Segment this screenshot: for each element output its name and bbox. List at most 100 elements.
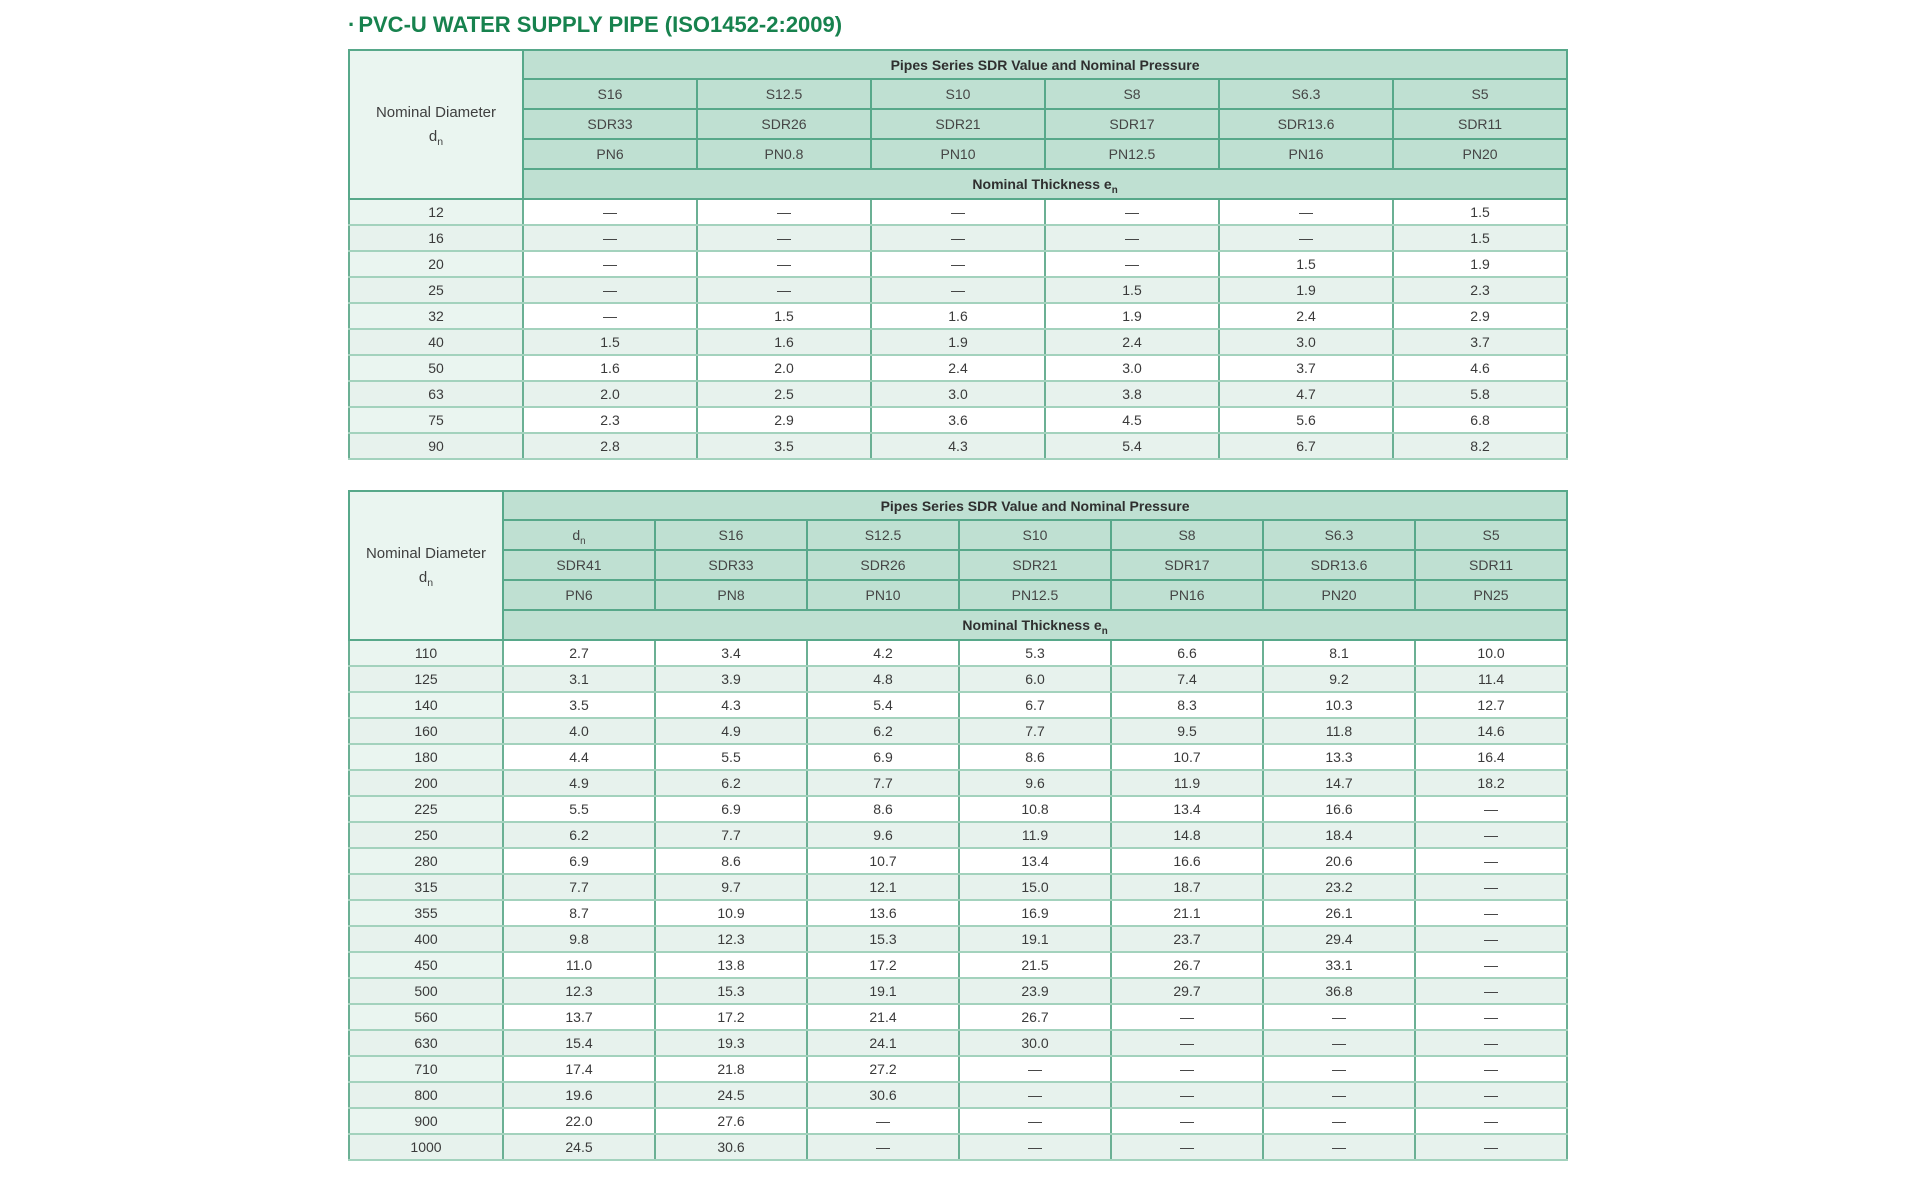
header-cell: S10: [870, 78, 1046, 110]
value-cell: —: [1110, 1107, 1264, 1135]
header-cell: S6.3: [1262, 519, 1416, 551]
header-cell: PN10: [870, 138, 1046, 170]
value-cell: 2.5: [696, 380, 872, 408]
value-cell: —: [1110, 1081, 1264, 1109]
value-cell: 6.2: [654, 769, 808, 797]
header-cell: S6.3: [1218, 78, 1394, 110]
value-cell: 27.6: [654, 1107, 808, 1135]
value-cell: 1.9: [1044, 302, 1220, 330]
value-cell: 23.2: [1262, 873, 1416, 901]
row-label: 40: [348, 328, 524, 356]
table-row: 1000 24.5 30.6— — — — —: [348, 1133, 1569, 1161]
value-cell: 15.3: [654, 977, 808, 1005]
value-cell: 4.3: [654, 691, 808, 719]
value-cell: 12.3: [502, 977, 656, 1005]
row-label: 160: [348, 717, 504, 745]
value-cell: 13.7: [502, 1003, 656, 1031]
header-cell: S10: [958, 519, 1112, 551]
row-label: 710: [348, 1055, 504, 1083]
value-cell: 8.6: [806, 795, 960, 823]
value-cell: —: [1262, 1133, 1416, 1161]
value-cell: 4.3: [870, 432, 1046, 460]
value-cell: 12.3: [654, 925, 808, 953]
value-cell: 26.7: [1110, 951, 1264, 979]
value-cell: —: [958, 1055, 1112, 1083]
table-row: 40 1.5 1.6 1.9 2.4 3.0 3.7: [348, 328, 1569, 356]
value-cell: 9.2: [1262, 665, 1416, 693]
value-cell: 2.3: [522, 406, 698, 434]
value-cell: 24.5: [654, 1081, 808, 1109]
header-cell: SDR21: [870, 108, 1046, 140]
value-cell: 26.7: [958, 1003, 1112, 1031]
header-cell: SDR33: [522, 108, 698, 140]
value-cell: 9.6: [958, 769, 1112, 797]
value-cell: —: [1413, 1081, 1569, 1109]
value-cell: 30.6: [654, 1133, 808, 1161]
header-cell: SDR11: [1391, 108, 1569, 140]
row-label: 20: [348, 250, 524, 278]
row-label: 200: [348, 769, 504, 797]
value-cell: 19.1: [806, 977, 960, 1005]
value-cell: 11.8: [1262, 717, 1416, 745]
value-cell: 2.7: [502, 639, 656, 667]
value-cell: 13.4: [1110, 795, 1264, 823]
value-cell: 2.8: [522, 432, 698, 460]
table-row: 315 7.7 9.7 12.1 15.0 18.7 23.2—: [348, 873, 1569, 901]
value-cell: 27.2: [806, 1055, 960, 1083]
value-cell: —: [1413, 1133, 1569, 1161]
thickness-header: Nominal Thickness en: [521, 168, 1569, 200]
value-cell: 8.6: [654, 847, 808, 875]
value-cell: 1.6: [522, 354, 698, 382]
value-cell: 11.9: [1110, 769, 1264, 797]
value-cell: —: [1262, 1081, 1416, 1109]
value-cell: 3.1: [502, 665, 656, 693]
value-cell: 23.7: [1110, 925, 1264, 953]
value-cell: 6.7: [1218, 432, 1394, 460]
header-cell: S16: [522, 78, 698, 110]
value-cell: —: [1413, 1003, 1569, 1031]
value-cell: 10.7: [806, 847, 960, 875]
header-row: PN6 PN8 PN10 PN12.5 PN16 PN20 PN25: [349, 579, 1569, 611]
value-cell: 2.4: [1218, 302, 1394, 330]
table-row: 63 2.0 2.5 3.0 3.8 4.7 5.8: [348, 380, 1569, 408]
value-cell: 2.4: [870, 354, 1046, 382]
table-row: 12— — — — —1.5: [348, 198, 1569, 226]
header-cell: SDR41: [502, 549, 656, 581]
value-cell: 5.4: [1044, 432, 1220, 460]
page-title: · PVC-U WATER SUPPLY PIPE (ISO1452-2:2009…: [348, 10, 1570, 40]
value-cell: —: [1413, 873, 1569, 901]
value-cell: —: [1413, 821, 1569, 849]
value-cell: —: [1044, 224, 1220, 252]
value-cell: 7.7: [958, 717, 1112, 745]
table-row: 560 13.7 17.2 21.4 26.7— — —: [348, 1003, 1569, 1031]
row-label: 16: [348, 224, 524, 252]
table-row: 50 1.6 2.0 2.4 3.0 3.7 4.6: [348, 354, 1569, 382]
row-label: 90: [348, 432, 524, 460]
value-cell: 3.5: [502, 691, 656, 719]
value-cell: 24.5: [502, 1133, 656, 1161]
value-cell: —: [1413, 847, 1569, 875]
header-cell: SDR11: [1413, 549, 1569, 581]
value-cell: 5.4: [806, 691, 960, 719]
value-cell: 12.1: [806, 873, 960, 901]
header-row: SDR33 SDR26 SDR21 SDR17 SDR13.6 SDR11: [349, 108, 1569, 140]
pipe-table-large-diameters: Nominal Diameter dn Pipes Series SDR Value…: [348, 490, 1569, 1161]
value-cell: 19.3: [654, 1029, 808, 1057]
value-cell: 5.8: [1391, 380, 1569, 408]
value-cell: 13.8: [654, 951, 808, 979]
header-cell: SDR26: [806, 549, 960, 581]
value-cell: 17.4: [502, 1055, 656, 1083]
value-cell: —: [1413, 899, 1569, 927]
value-cell: 10.8: [958, 795, 1112, 823]
table-row: 90 2.8 3.5 4.3 5.4 6.7 8.2: [348, 432, 1569, 460]
value-cell: 3.0: [870, 380, 1046, 408]
header-row: Nominal Thickness en: [349, 168, 1569, 200]
value-cell: —: [806, 1133, 960, 1161]
value-cell: —: [958, 1107, 1112, 1135]
value-cell: 4.8: [806, 665, 960, 693]
value-cell: 19.1: [958, 925, 1112, 953]
header-cell: PN8: [654, 579, 808, 611]
value-cell: 36.8: [1262, 977, 1416, 1005]
value-cell: 17.2: [654, 1003, 808, 1031]
value-cell: 29.4: [1262, 925, 1416, 953]
